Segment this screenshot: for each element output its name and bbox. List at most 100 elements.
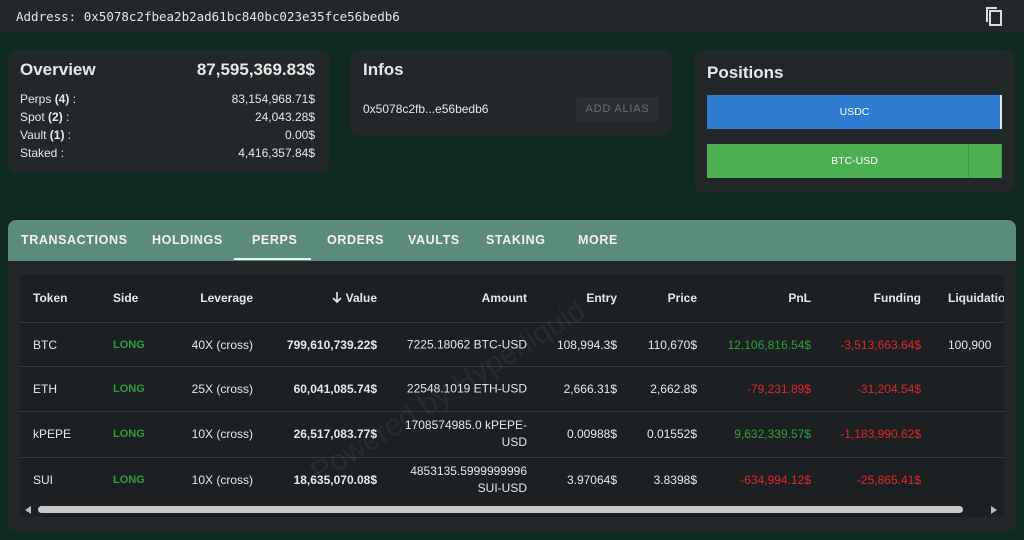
table-cell: 110,670$ xyxy=(647,338,697,352)
table-cell: 60,041,085.74$ xyxy=(293,382,377,396)
scrollbar[interactable] xyxy=(20,503,1004,517)
table-cell: 40X (cross) xyxy=(191,338,253,352)
overview-total: 87,595,369.83$ xyxy=(196,60,315,79)
address-value: 0x5078c2fbea2b2ad61bc840bc023e35fce56bed… xyxy=(83,9,400,24)
tab[interactable]: HOLDINGS xyxy=(152,233,223,247)
column-header: Leverage xyxy=(200,291,253,305)
table-cell: -25,865.41$ xyxy=(856,473,921,487)
overview-row-value: 0.00$ xyxy=(284,128,315,142)
overview-card xyxy=(8,50,329,173)
table-cell: 25X (cross) xyxy=(191,382,253,396)
table-cell: -79,231.89$ xyxy=(746,382,811,396)
table-cell: 0.01552$ xyxy=(646,427,697,441)
overview-label-part: Spot xyxy=(20,110,49,124)
overview-label-part: (2) xyxy=(48,110,63,124)
table-cell: -31,204.54$ xyxy=(856,382,921,396)
overview-label-part: : xyxy=(64,128,72,142)
table-cell: LONG xyxy=(113,428,145,440)
address-label: Address: xyxy=(16,9,77,24)
overview-row-label: Vault (1) : xyxy=(20,128,71,142)
tab[interactable]: STAKING xyxy=(486,233,546,247)
table-cell: 108,994.3$ xyxy=(556,338,617,352)
copy-button[interactable] xyxy=(984,6,1004,28)
tab[interactable]: PERPS xyxy=(252,233,298,247)
position-bar[interactable]: USDC xyxy=(707,95,1002,129)
overview-row-label: Perps (4) : xyxy=(20,92,76,106)
table-cell: 3.97064$ xyxy=(566,473,617,487)
add-alias-button[interactable]: ADD ALIAS xyxy=(576,97,659,122)
table-cell: ETH xyxy=(33,382,57,396)
table-cell: 4853135.5999999996 SUI-USD xyxy=(410,464,527,495)
address: Address: 0x5078c2fbea2b2ad61bc840bc023e3… xyxy=(16,9,400,24)
infos-address: 0x5078c2fb...e56bedb6 xyxy=(363,102,489,116)
column-header: Token xyxy=(33,291,68,305)
table-cell: 7225.18062 BTC-USD xyxy=(406,337,527,352)
overview-row-label: Spot (2) : xyxy=(20,110,69,124)
table: Token Side Leverage Value Amount Entry Price Pn… xyxy=(20,275,1004,503)
active-tab-underline xyxy=(234,258,311,260)
column-header: Amount xyxy=(481,291,527,305)
row-divider xyxy=(20,411,1004,412)
bar-edge xyxy=(1000,95,1002,129)
overview-label-part: : xyxy=(62,110,70,124)
tab[interactable]: TRANSACTIONS xyxy=(21,233,128,247)
column-header: Liquidation xyxy=(948,291,1004,305)
address-bar xyxy=(0,0,1024,33)
overview-row-value: 24,043.28$ xyxy=(254,110,315,124)
table-cell: LONG xyxy=(113,383,145,395)
scroll-left[interactable] xyxy=(25,506,31,514)
scroll-thumb[interactable] xyxy=(38,506,963,513)
row-divider xyxy=(20,366,1004,367)
infos-title: Infos xyxy=(363,60,404,79)
table-cell: -1,183,990.62$ xyxy=(840,427,921,441)
table-cell: 1708574985.0 kPEPE-USD xyxy=(404,418,527,449)
overview-row-value: 83,154,968.71$ xyxy=(231,92,315,106)
table-cell: 799,610,739.22$ xyxy=(286,338,377,352)
table-cell: 0.00988$ xyxy=(566,427,617,441)
overview-label-part: Vault xyxy=(20,128,50,142)
table-cell: 10X (cross) xyxy=(191,427,253,441)
table-cell: 18,635,070.08$ xyxy=(293,473,377,487)
table-cell: 10X (cross) xyxy=(191,473,253,487)
overview-row-label: Staked : xyxy=(20,146,64,160)
column-header: Price xyxy=(667,291,697,305)
table-cell: 3.8398$ xyxy=(653,473,697,487)
column-header: Side xyxy=(113,291,139,305)
scroll-right[interactable] xyxy=(991,506,997,514)
column-header: PnL xyxy=(788,291,811,305)
overview-label-part: (4) xyxy=(54,92,70,106)
table-cell: 2,666.31$ xyxy=(563,382,617,396)
overview-row-value: 4,416,357.84$ xyxy=(238,146,315,160)
overview-label-part: Perps xyxy=(20,92,55,106)
table-cell: kPEPE xyxy=(33,427,72,441)
column-header: Value xyxy=(332,291,377,305)
overview-label-part: : xyxy=(69,92,77,106)
table-cell: 22548.1019 ETH-USD xyxy=(406,381,527,396)
tab[interactable]: ORDERS xyxy=(327,233,385,247)
table-cell: BTC xyxy=(33,338,57,352)
table-cell: LONG xyxy=(113,339,145,351)
table-cell: SUI xyxy=(33,473,54,487)
table-cell: 2,662.8$ xyxy=(650,382,697,396)
table-cell: 12,106,816.54$ xyxy=(727,338,811,352)
position-bar[interactable]: BTC-USD xyxy=(707,144,1002,178)
tab[interactable]: MORE xyxy=(578,233,618,247)
header-divider xyxy=(20,322,1004,323)
table-cell: 9,632,339.57$ xyxy=(734,427,811,441)
overview-label-part: Staked : xyxy=(20,146,65,160)
bar-edge xyxy=(968,144,1002,178)
overview-title: Overview xyxy=(20,60,96,79)
table-cell: -3,513,663.64$ xyxy=(840,338,921,352)
table-cell: LONG xyxy=(113,474,145,486)
tab[interactable]: VAULTS xyxy=(408,233,460,247)
tab-bar xyxy=(8,220,1016,261)
sort-arrow xyxy=(332,291,346,305)
column-header: Entry xyxy=(586,291,617,305)
positions-title: Positions xyxy=(707,63,784,82)
overview-label-part: (1) xyxy=(49,128,65,142)
table-cell: -634,994.12$ xyxy=(740,473,811,487)
column-header: Funding xyxy=(873,291,921,305)
row-divider xyxy=(20,457,1004,458)
table-cell: 26,517,083.77$ xyxy=(293,427,377,441)
